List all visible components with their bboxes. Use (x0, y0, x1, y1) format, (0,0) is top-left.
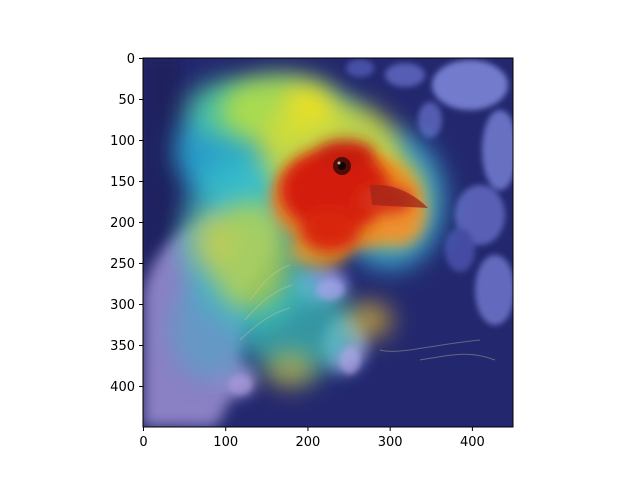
heatmap-image (143, 58, 513, 427)
y-tick-label: 400 (110, 380, 135, 395)
y-tick-label: 100 (110, 134, 135, 149)
y-axis: 0 50 100 150 200 250 300 350 400 (110, 52, 143, 395)
y-tick-label: 300 (110, 298, 135, 313)
y-tick-label: 200 (110, 216, 135, 231)
x-tick-label: 100 (213, 435, 238, 450)
y-tick-label: 350 (110, 339, 135, 354)
x-tick-label: 300 (378, 435, 403, 450)
y-tick-label: 0 (127, 52, 135, 67)
y-tick-label: 250 (110, 257, 135, 272)
x-tick-label: 400 (460, 435, 485, 450)
plot-frame (142, 57, 514, 428)
x-tick-label: 0 (139, 435, 147, 450)
y-tick-label: 150 (110, 175, 135, 190)
x-axis: 0 100 200 300 400 (139, 427, 485, 450)
x-tick-label: 200 (296, 435, 321, 450)
y-tick-label: 50 (118, 93, 135, 108)
